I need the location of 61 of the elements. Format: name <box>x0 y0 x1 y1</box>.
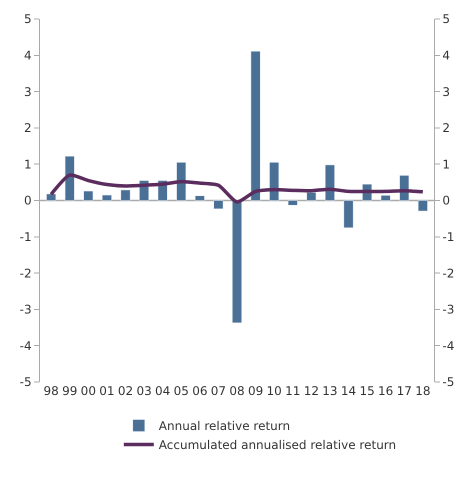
x-tick-label: 99 <box>62 384 78 398</box>
x-tick-label: 10 <box>266 384 282 398</box>
bar <box>214 200 224 210</box>
y-tick-label: 4 <box>24 48 32 62</box>
bar <box>102 194 112 201</box>
y-tick-label: 2 <box>24 121 32 136</box>
x-tick-label: 16 <box>378 384 394 398</box>
y-tick-label: 3 <box>24 84 32 99</box>
line-series <box>49 173 425 204</box>
y-tick-label: 1 <box>24 157 32 172</box>
bar <box>194 196 205 201</box>
y-tick-label: 0 <box>24 194 32 208</box>
y-tick-label: -1 <box>20 230 32 244</box>
y2-tick-label: 5 <box>442 12 450 26</box>
y-tick-label: -4 <box>20 338 32 353</box>
y2-tick-label: 3 <box>442 84 450 99</box>
x-tick-label: 02 <box>118 384 134 398</box>
y2-tick-label: 1 <box>442 157 450 172</box>
y-tick-label: 5 <box>24 12 32 26</box>
y2-tick-label: 0 <box>442 194 450 208</box>
bar <box>232 200 242 324</box>
bar <box>418 200 428 212</box>
x-tick-label: 03 <box>136 384 152 398</box>
y2-tick-label: -4 <box>442 338 454 353</box>
bar <box>380 195 391 201</box>
y2-tick-label: 2 <box>442 121 450 136</box>
x-tick-label: 00 <box>80 384 96 398</box>
x-tick-label: 01 <box>99 384 115 398</box>
y2-tick-label: -5 <box>442 375 454 390</box>
x-tick-label: 14 <box>340 384 356 398</box>
x-tick-label: 18 <box>415 384 430 398</box>
x-tick-label: 09 <box>248 384 264 398</box>
bar <box>83 190 94 201</box>
y-tick-label: -2 <box>20 266 32 280</box>
x-tick-label: 17 <box>396 384 412 398</box>
x-tick-label: 11 <box>285 384 300 398</box>
bar <box>46 194 56 201</box>
bar <box>120 190 130 201</box>
x-tick-label: 07 <box>210 384 226 398</box>
y-tick-label: -5 <box>20 375 32 390</box>
legend-label: Accumulated annualised relative return <box>158 438 396 452</box>
y2-tick-label: -1 <box>442 230 454 244</box>
y-tick-label: -3 <box>20 302 32 317</box>
x-tick-label: 98 <box>44 384 59 398</box>
x-tick-label: 04 <box>155 384 170 398</box>
bar <box>288 200 298 206</box>
x-tick-label: 05 <box>174 384 189 398</box>
x-tick-label: 06 <box>192 384 208 398</box>
bar <box>250 51 260 201</box>
x-tick-label: 13 <box>322 384 338 398</box>
legend-label: Annual relative return <box>158 419 290 434</box>
y2-tick-label: -2 <box>442 266 454 280</box>
bar <box>306 192 316 201</box>
y2-tick-label: 4 <box>442 48 450 62</box>
y2-tick-label: -3 <box>442 302 454 317</box>
x-tick-label: 12 <box>304 384 319 398</box>
bar <box>325 164 335 201</box>
bar <box>344 200 354 228</box>
x-tick-label: 08 <box>229 384 245 398</box>
bar <box>269 162 280 201</box>
x-tick-label: 15 <box>359 384 375 398</box>
